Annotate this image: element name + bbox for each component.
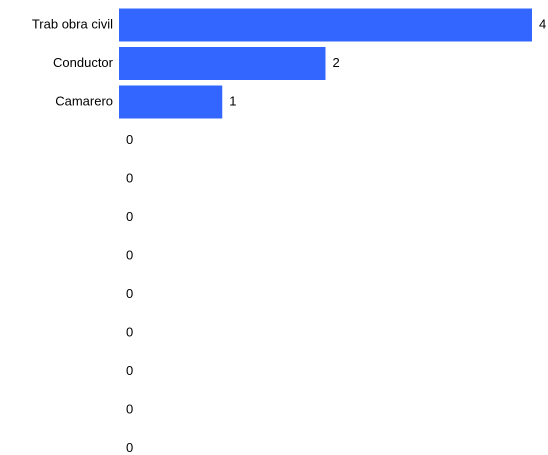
- category-label: Camarero: [55, 93, 113, 108]
- bar: [119, 47, 326, 80]
- value-label: 0: [126, 209, 133, 224]
- category-label: Conductor: [53, 55, 114, 70]
- value-label: 0: [126, 132, 133, 147]
- value-label: 1: [229, 93, 236, 108]
- value-label: 0: [126, 247, 133, 262]
- value-label: 2: [333, 55, 340, 70]
- value-label: 0: [126, 286, 133, 301]
- category-label: Trab obra civil: [32, 16, 113, 31]
- category-labels-group: Trab obra civil Conductor Camarero: [32, 16, 114, 108]
- value-label: 0: [126, 401, 133, 416]
- value-label: 0: [126, 324, 133, 339]
- value-label: 4: [539, 16, 546, 31]
- bar: [119, 85, 223, 119]
- value-label: 0: [126, 363, 133, 378]
- bar: [119, 8, 532, 42]
- value-label: 0: [126, 170, 133, 185]
- value-label: 0: [126, 440, 133, 455]
- value-labels-group: 4 2 1 0 0 0 0 0 0 0 0 0: [126, 16, 546, 455]
- bars-group: [119, 8, 532, 119]
